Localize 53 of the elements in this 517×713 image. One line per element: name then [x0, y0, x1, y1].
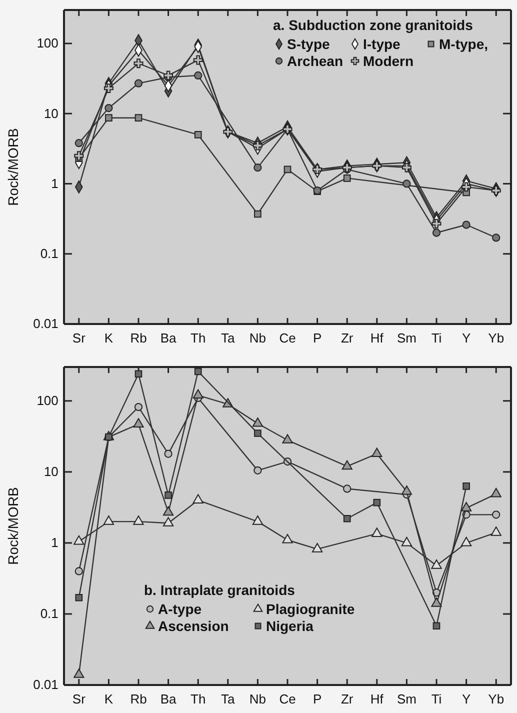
- y-tick-label: 1: [51, 176, 58, 191]
- y-tick-label: 0.01: [33, 316, 58, 332]
- x-tick-label: Ta: [221, 692, 236, 707]
- y-axis-title: Rock/MORB: [5, 487, 21, 565]
- legend-label: Nigeria: [266, 618, 314, 634]
- y-tick-label: 10: [44, 106, 58, 121]
- y-tick-label: 100: [36, 36, 58, 51]
- legend-label: Ascension: [158, 618, 229, 634]
- x-tick-label: Rb: [130, 330, 147, 346]
- x-tick-label: Sr: [72, 692, 86, 707]
- x-tick-label: Ti: [431, 692, 442, 707]
- legend-label: M-type,: [439, 36, 488, 52]
- x-tick-label: Zr: [340, 692, 354, 707]
- legend-label: Plagiogranite: [266, 601, 355, 617]
- y-tick-label: 0.01: [33, 677, 58, 692]
- x-tick-label: Th: [190, 692, 206, 707]
- x-tick-label: Th: [190, 330, 206, 346]
- x-tick-label: Ta: [221, 330, 236, 346]
- x-tick-label: Y: [462, 330, 471, 346]
- legend-label: Modern: [363, 53, 414, 69]
- legend-title: a. Subduction zone granitoids: [273, 17, 474, 33]
- y-tick-label: 0.1: [40, 246, 58, 262]
- legend-title: b. Intraplate granitoids: [144, 582, 296, 598]
- x-tick-label: Sr: [72, 330, 86, 346]
- x-tick-label: P: [312, 692, 322, 707]
- y-tick-label: 10: [44, 464, 58, 480]
- y-axis-title: Rock/MORB: [5, 128, 21, 206]
- legend-label: A-type: [158, 601, 202, 617]
- x-tick-label: Nb: [249, 692, 266, 707]
- x-tick-label: Zr: [340, 330, 354, 346]
- x-tick-label: Ba: [160, 330, 178, 346]
- legend-label: I-type: [363, 36, 401, 52]
- y-tick-label: 0.1: [40, 606, 58, 622]
- x-tick-label: Sm: [396, 330, 416, 346]
- x-tick-label: Hf: [370, 330, 384, 346]
- x-tick-label: Rb: [130, 692, 147, 707]
- y-tick-label: 1: [51, 535, 58, 550]
- x-tick-label: Hf: [370, 692, 384, 707]
- x-tick-label: Sm: [396, 692, 416, 707]
- x-tick-label: K: [104, 330, 114, 346]
- x-tick-label: Ba: [160, 692, 178, 707]
- x-tick-label: Ti: [431, 330, 442, 346]
- x-tick-label: Nb: [249, 330, 266, 346]
- y-tick-label: 100: [36, 393, 58, 408]
- x-tick-label: K: [104, 692, 114, 707]
- x-tick-label: P: [312, 330, 322, 346]
- x-tick-label: Y: [462, 692, 471, 707]
- legend-label: S-type: [287, 36, 330, 52]
- x-tick-label: Yb: [488, 330, 504, 346]
- legend-label: Archean: [287, 53, 344, 69]
- x-tick-label: Ce: [279, 330, 296, 346]
- x-tick-label: Yb: [488, 692, 504, 707]
- x-tick-label: Ce: [279, 692, 296, 707]
